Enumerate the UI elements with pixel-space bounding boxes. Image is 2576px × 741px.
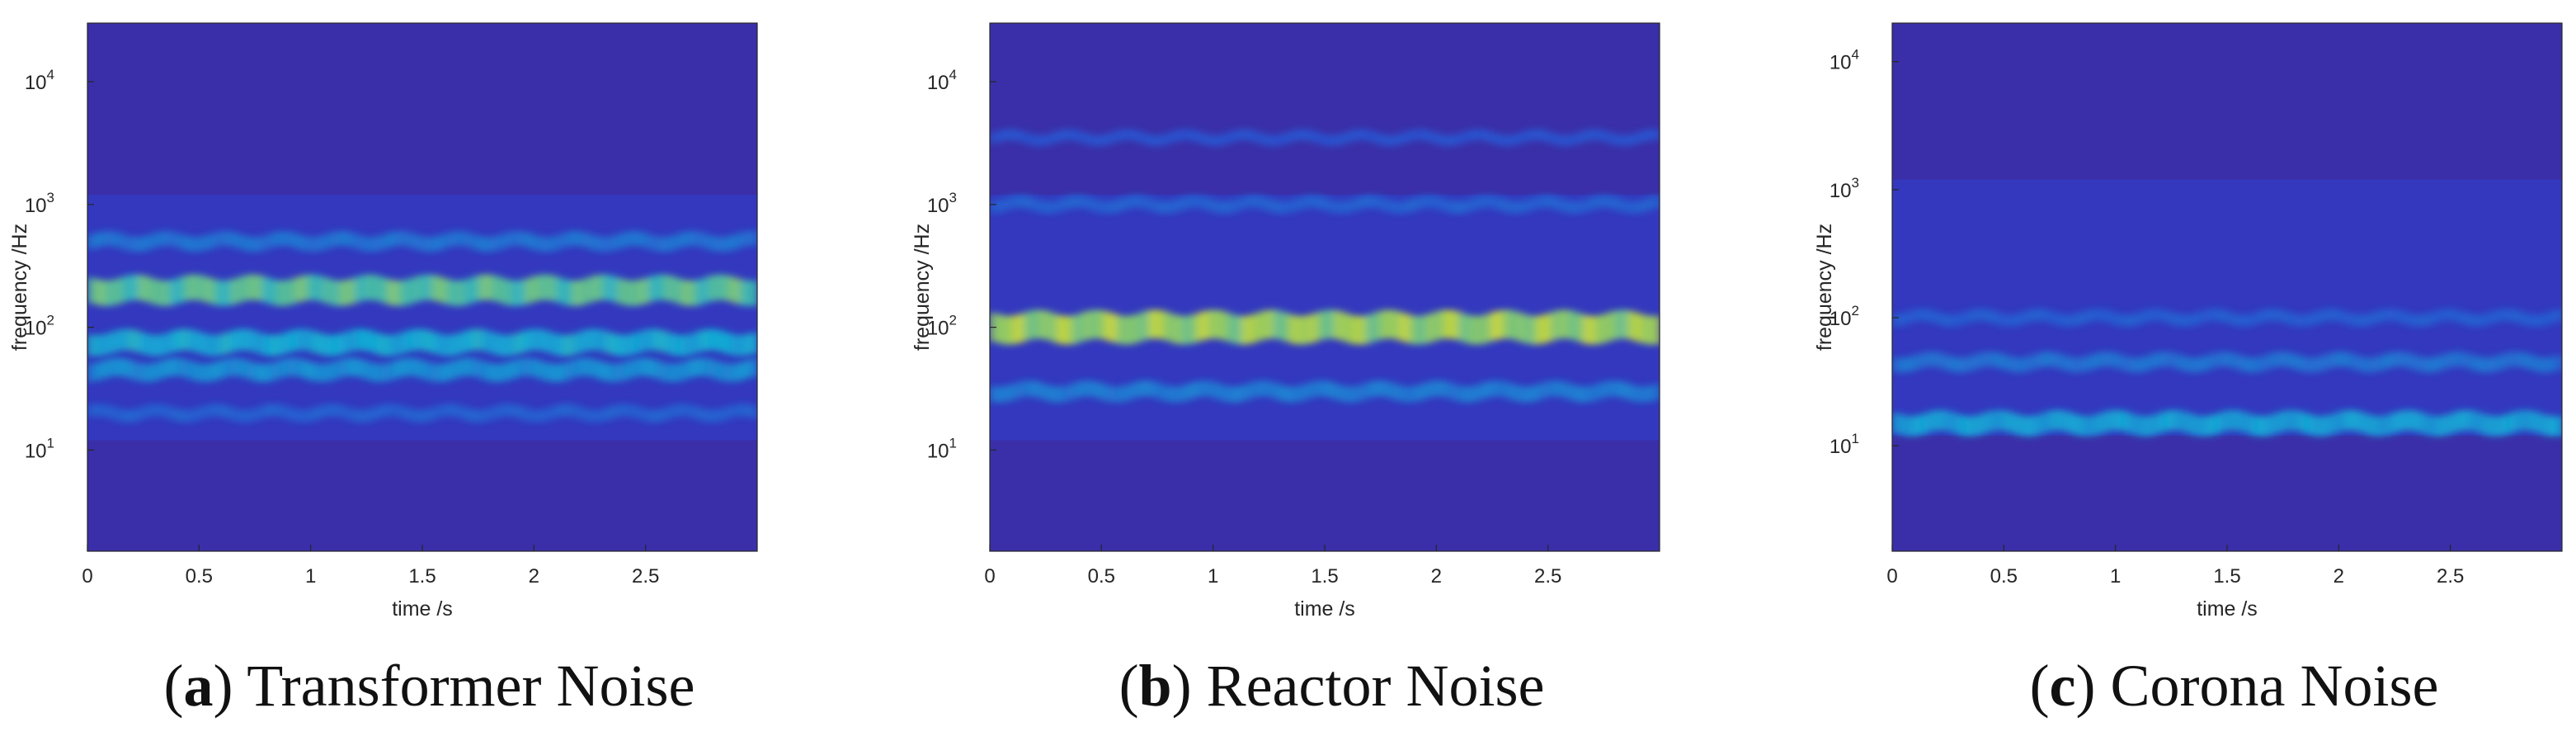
y-tick-label: 103 — [927, 190, 957, 217]
panel-b: 0 0.5 1 1.5 2 2.5 101 102 103 104 time /s frequency… — [902, 0, 1761, 741]
panel-a: 0 0.5 1 1.5 2 2.5 101 102 103 104 time /s frequency… — [0, 0, 859, 741]
x-axis-label: time /s — [392, 597, 453, 621]
x-tick-label: 1.5 — [408, 565, 436, 588]
y-tick-label: 104 — [927, 67, 957, 94]
band-500hz — [87, 230, 757, 253]
band-15hz — [1892, 409, 2562, 437]
y-tick-label: 103 — [1830, 175, 1859, 202]
caption-b: (b) Reactor Noise — [1118, 653, 1545, 719]
band-30hz — [990, 380, 1660, 403]
y-tick-label: 101 — [25, 435, 54, 462]
caption-a: (a) Transformer Noise — [163, 653, 695, 719]
band-1000hz — [990, 195, 1660, 215]
x-tick-label: 1 — [1208, 565, 1218, 588]
x-axis-label: time /s — [2197, 597, 2258, 621]
band-3500hz — [990, 129, 1660, 147]
y-tick-label: 101 — [927, 435, 957, 462]
band-layer — [1892, 179, 2562, 437]
x-tick-label: 2.5 — [2437, 565, 2464, 588]
x-tick-label: 2.5 — [632, 565, 659, 588]
x-tick-label: 1.5 — [2213, 565, 2240, 588]
band-100hz — [990, 309, 1660, 345]
x-tick-label: 0 — [1886, 565, 1897, 588]
band-layer — [87, 195, 757, 441]
x-tick-label: 0.5 — [1990, 565, 2018, 588]
haze — [1892, 179, 2562, 436]
y-tick-label: 104 — [1830, 47, 1859, 74]
x-tick-label: 2 — [2333, 565, 2344, 588]
x-tick-label: 2 — [529, 565, 539, 588]
band-45hz — [87, 357, 757, 382]
x-tick-label: 0.5 — [186, 565, 213, 588]
band-200hz — [87, 274, 757, 307]
band-45hz — [1892, 351, 2562, 373]
band-75hz — [87, 328, 757, 356]
panel-c: 0 0.5 1 1.5 2 2.5 101 102 103 104 time /s frequency… — [1805, 0, 2576, 741]
caption-c: (c) Corona Noise — [2029, 653, 2439, 719]
x-tick-label: 1 — [2110, 565, 2121, 588]
x-tick-label: 1.5 — [1311, 565, 1338, 588]
x-tick-label: 1 — [305, 565, 316, 588]
haze — [87, 195, 757, 441]
band-100hz — [1892, 308, 2562, 328]
x-axis-label: time /s — [1294, 597, 1355, 621]
x-tick-label: 2 — [1431, 565, 1442, 588]
y-axis-label: frequency /Hz — [1813, 224, 1836, 351]
x-tick-label: 0.5 — [1088, 565, 1115, 588]
band-20hz — [87, 404, 757, 423]
y-tick-label: 103 — [25, 190, 54, 217]
x-tick-label: 0 — [82, 565, 92, 588]
x-tick-label: 2.5 — [1534, 565, 1561, 588]
y-tick-label: 104 — [25, 67, 54, 94]
band-layer — [990, 129, 1660, 441]
y-tick-label: 101 — [1830, 431, 1859, 458]
x-tick-label: 0 — [984, 565, 995, 588]
y-axis-label: frequency /Hz — [8, 224, 31, 351]
y-axis-label: frequency /Hz — [911, 224, 934, 351]
